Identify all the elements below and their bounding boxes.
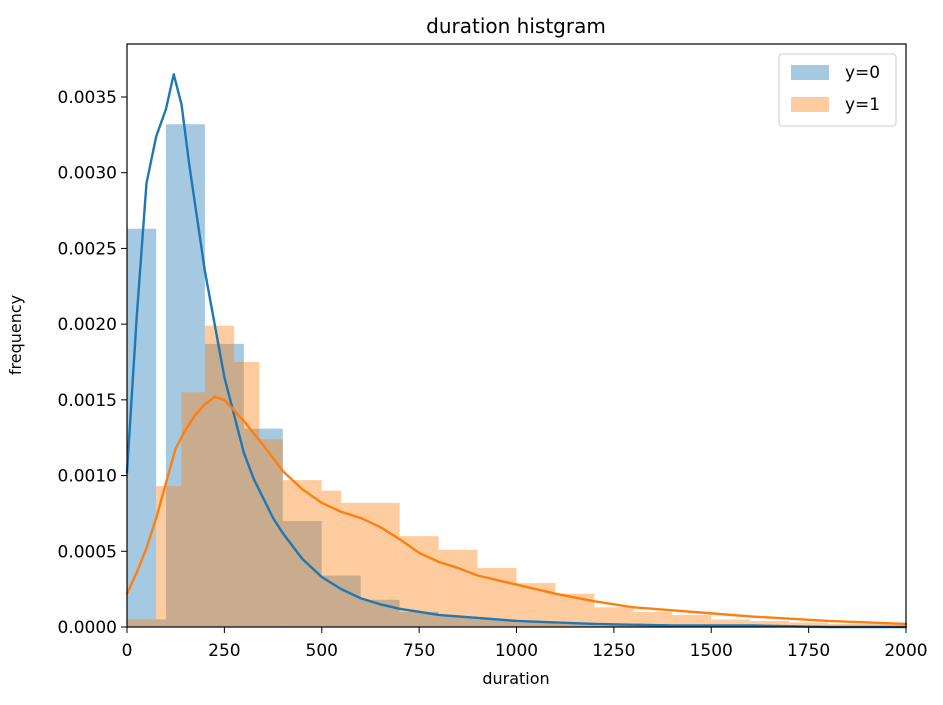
histogram-bars	[127, 124, 906, 627]
y-tick-label: 0.0030	[58, 164, 117, 184]
kde-line-y1	[125, 395, 908, 626]
x-tick-label: 1500	[690, 641, 733, 661]
legend-label-y0: y=0	[845, 63, 880, 83]
bar-y1-17	[711, 619, 751, 627]
bar-y1-10	[438, 549, 478, 627]
x-tick-label: 0	[122, 641, 133, 661]
y-tick-label: 0.0005	[58, 542, 117, 562]
bar-y1-1	[156, 486, 182, 627]
bar-y1-14	[594, 607, 634, 627]
bar-y0-6	[321, 575, 361, 627]
bar-y1-7	[321, 490, 342, 627]
bar-y1-3	[204, 325, 235, 627]
y-axis-ticks: 0.0000 0.0005 0.0010 0.0015 0.0020 0.0025 0.00…	[58, 88, 127, 638]
bar-y1-21	[867, 623, 906, 627]
legend-swatch-y0	[791, 65, 829, 80]
bar-y1-20	[828, 623, 868, 627]
y-tick-label: 0.0010	[58, 467, 117, 487]
bar-y1-2	[181, 392, 205, 627]
bar-y1-16	[672, 614, 712, 627]
bar-y1-18	[750, 620, 790, 627]
chart-title: duration histgram	[426, 14, 606, 38]
kde-line-y0	[125, 73, 908, 629]
x-tick-label: 500	[306, 641, 338, 661]
bar-y0-8	[399, 611, 439, 627]
legend-frame	[778, 53, 897, 127]
y-tick-label: 0.0035	[58, 88, 117, 108]
bar-y0-11	[516, 622, 556, 627]
bar-y0-0	[127, 228, 157, 627]
x-tick-label: 1250	[592, 641, 635, 661]
x-tick-label: 2000	[884, 641, 927, 661]
bar-y0-12	[555, 623, 595, 627]
bar-y1-15	[633, 611, 673, 627]
x-axis-label: duration	[482, 669, 549, 688]
bar-y0-10	[477, 619, 517, 627]
legend-swatch-y1	[791, 97, 829, 112]
y-tick-label: 0.0020	[58, 315, 117, 335]
legend-label-y1: y=1	[845, 95, 880, 115]
x-tick-label: 1750	[787, 641, 830, 661]
chart-legend: y=0 y=1	[778, 53, 897, 127]
bar-y1-4	[234, 362, 260, 627]
x-tick-label: 1000	[495, 641, 538, 661]
bar-y0-9	[438, 616, 478, 627]
y-axis-label: frequency	[6, 295, 25, 375]
bar-y0-3	[204, 343, 244, 627]
x-tick-label: 250	[208, 641, 240, 661]
bar-y1-19	[789, 622, 829, 627]
x-tick-label: 750	[403, 641, 435, 661]
bar-y0-5	[282, 521, 322, 627]
bar-y1-0	[127, 619, 157, 627]
y-tick-label: 0.0000	[58, 618, 117, 638]
bar-y1-12	[516, 583, 556, 627]
bar-y0-13	[594, 625, 634, 627]
y-tick-label: 0.0025	[58, 239, 117, 259]
bar-y0-2	[165, 124, 205, 627]
y-tick-label: 0.0015	[58, 391, 117, 411]
x-axis-ticks: 0 250 500 750 1000 1250 1500 1750 2000	[122, 627, 928, 661]
bar-y1-6	[282, 480, 322, 627]
bar-y1-5	[259, 439, 283, 627]
bar-y0-1	[156, 619, 166, 627]
kde-lines	[125, 73, 908, 629]
